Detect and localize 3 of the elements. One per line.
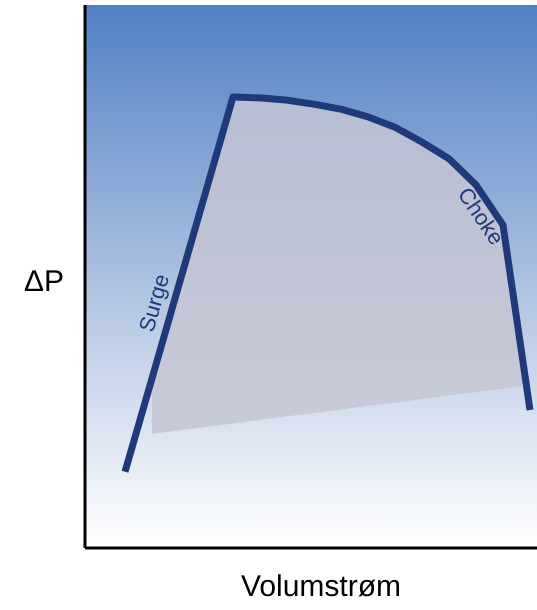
y-axis-title: ΔP bbox=[24, 264, 64, 298]
x-axis-title: Volumstrøm bbox=[240, 570, 402, 603]
annotation: Surge bbox=[134, 271, 174, 335]
